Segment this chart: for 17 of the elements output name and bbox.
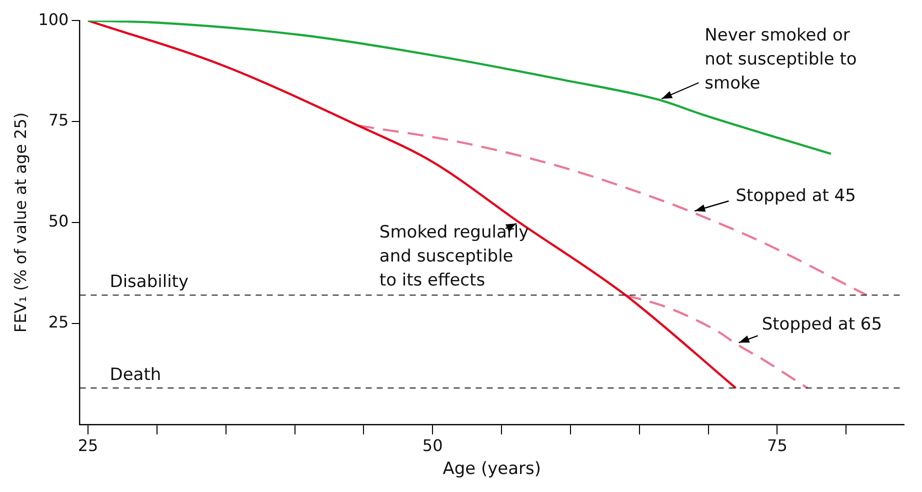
line-series — [86, 20, 832, 155]
x-tick-label: 25 — [78, 436, 98, 456]
y-axis-title: FEV₁ (% of value at age 25) — [10, 112, 30, 333]
series-label: Smoked regularly and susceptible to its effects — [379, 222, 529, 290]
x-axis-title: Age (years) — [442, 459, 542, 480]
series-label: Stopped at 45 — [736, 186, 856, 206]
line-series — [357, 124, 868, 296]
y-tick-label: 25 — [48, 312, 69, 332]
x-tick-label: 50 — [422, 436, 443, 456]
ref-line-label: Disability — [110, 272, 189, 292]
y-tick-label: 50 — [48, 212, 69, 231]
series-label: Never smoked or not susceptible to smoke — [704, 26, 857, 94]
y-tick-label: 100 — [38, 10, 69, 29]
x-tick-label: 75 — [767, 436, 788, 456]
series-label: Stopped at 65 — [762, 314, 882, 335]
y-tick-label: 75 — [48, 110, 69, 130]
ref-line-label: Death — [110, 364, 162, 385]
